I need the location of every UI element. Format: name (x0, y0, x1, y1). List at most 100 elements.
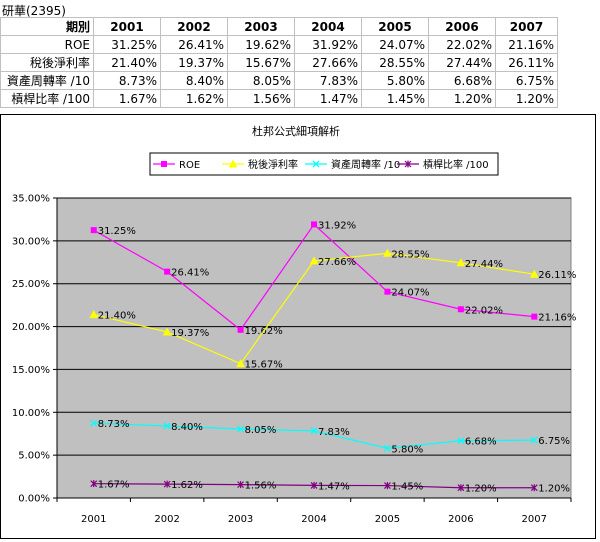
data-point (311, 221, 317, 228)
data-label: 8.73% (98, 419, 130, 430)
data-label: 1.62% (171, 480, 203, 491)
data-point (457, 437, 465, 445)
data-point (383, 248, 392, 257)
value-cell[interactable]: 26.11% (495, 53, 558, 72)
x-tick-label: 2004 (301, 514, 326, 525)
data-label: 1.20% (538, 484, 570, 495)
data-label: 31.92% (318, 220, 356, 231)
x-tick-label: 2007 (522, 514, 547, 525)
plot-area (56, 197, 572, 499)
data-point (162, 327, 172, 336)
value-cell[interactable]: 1.67% (93, 89, 161, 108)
legend-entry: 槓桿比率 /100 (423, 158, 489, 171)
sheet-title: 研華(2395) (2, 4, 66, 18)
y-tick-label: 35.00% (12, 194, 50, 205)
data-label: 1.45% (391, 482, 423, 493)
data-point (90, 480, 98, 488)
data-label: 22.02% (465, 305, 503, 316)
data-label: 27.44% (465, 259, 503, 270)
year-header-cell[interactable]: 2007 (495, 17, 558, 36)
chart-title: 杜邦公式細項解析 (252, 124, 340, 138)
data-label: 1.47% (318, 481, 350, 492)
data-point (383, 444, 391, 452)
value-cell[interactable]: 1.20% (428, 89, 496, 108)
data-point (531, 313, 538, 320)
data-label: 5.80% (391, 444, 423, 455)
data-label: 21.40% (98, 311, 136, 322)
y-tick-label: 25.00% (12, 279, 50, 290)
data-label: 1.20% (465, 484, 497, 495)
data-point (384, 482, 391, 490)
row-label-cell[interactable]: 資產周轉率 /10 (0, 71, 94, 90)
data-label: 8.05% (245, 425, 277, 436)
spreadsheet-area: 研華(2395) 期別 2001 2002 2003 2004 2005 200… (0, 0, 600, 112)
value-cell[interactable]: 31.25% (93, 35, 161, 54)
table-row-leverage: 槓桿比率 /100 1.67% 1.62% 1.56% 1.47% 1.45% … (0, 89, 558, 108)
y-tick-label: 0.00% (18, 494, 50, 505)
data-label: 21.16% (538, 313, 576, 324)
data-point (90, 419, 98, 427)
value-cell[interactable]: 27.66% (294, 53, 362, 72)
data-point (237, 326, 244, 333)
y-tick-label: 10.00% (12, 408, 50, 419)
data-point (530, 436, 538, 444)
data-label: 6.75% (538, 436, 570, 447)
data-label: 7.83% (318, 427, 350, 438)
data-point (457, 484, 465, 492)
data-point (237, 425, 245, 433)
year-header-cell[interactable]: 2005 (361, 17, 429, 36)
value-cell[interactable]: 1.20% (495, 89, 558, 108)
y-tick-label: 15.00% (12, 365, 50, 376)
value-cell[interactable]: 1.47% (294, 89, 362, 108)
data-label: 6.68% (465, 437, 497, 448)
data-point (310, 427, 318, 435)
table-header-row: 期別 2001 2002 2003 2004 2005 2006 2007 (0, 17, 558, 36)
x-tick-label: 2002 (154, 514, 179, 525)
data-point (530, 484, 538, 492)
legend-entry: 稅後淨利率 (248, 158, 298, 171)
row-label-cell[interactable]: 槓桿比率 /100 (0, 89, 94, 108)
x-tick-label: 2001 (81, 514, 106, 525)
value-cell[interactable]: 22.02% (428, 35, 496, 54)
data-label: 1.67% (98, 480, 130, 491)
value-cell[interactable]: 1.45% (361, 89, 429, 108)
y-tick-label: 30.00% (12, 236, 50, 247)
y-tick-label: 20.00% (12, 322, 50, 333)
data-label: 28.55% (391, 249, 429, 260)
table-row-roe: ROE 31.25% 26.41% 19.62% 31.92% 24.07% 2… (0, 35, 558, 54)
data-point (163, 480, 171, 488)
y-tick-label: 5.00% (18, 451, 50, 462)
data-table: 期別 2001 2002 2003 2004 2005 2006 2007 RO… (0, 17, 558, 108)
x-tick-label: 2005 (375, 514, 400, 525)
data-point (310, 481, 318, 489)
data-point (89, 310, 99, 319)
table-row-net-margin: 稅後淨利率 21.40% 19.37% 15.67% 27.66% 28.55%… (0, 53, 558, 72)
data-point (529, 269, 539, 278)
data-label: 26.11% (538, 270, 576, 281)
data-label: 27.66% (318, 257, 356, 268)
data-label: 26.41% (171, 268, 209, 279)
data-point (384, 288, 391, 295)
value-cell[interactable]: 15.67% (227, 53, 295, 72)
x-tick-label: 2006 (448, 514, 473, 525)
legend-entry: 資產周轉率 /10 (331, 158, 400, 171)
data-point (163, 422, 171, 430)
legend-marker (228, 159, 238, 168)
x-tick-label: 2003 (228, 514, 253, 525)
data-point (236, 359, 245, 368)
year-header-cell[interactable]: 2001 (93, 17, 161, 36)
legend-marker (312, 160, 320, 168)
data-point (237, 481, 244, 489)
data-label: 31.25% (98, 226, 136, 237)
data-point (309, 256, 319, 265)
legend-marker (161, 161, 167, 167)
legend-marker (404, 160, 412, 168)
data-label: 1.56% (245, 481, 277, 492)
data-label: 8.40% (171, 422, 203, 433)
data-label: 19.37% (171, 328, 209, 339)
value-cell[interactable]: 1.56% (227, 89, 295, 108)
data-label: 24.07% (391, 288, 429, 299)
value-cell[interactable]: 27.44% (428, 53, 496, 72)
data-point (456, 258, 466, 267)
